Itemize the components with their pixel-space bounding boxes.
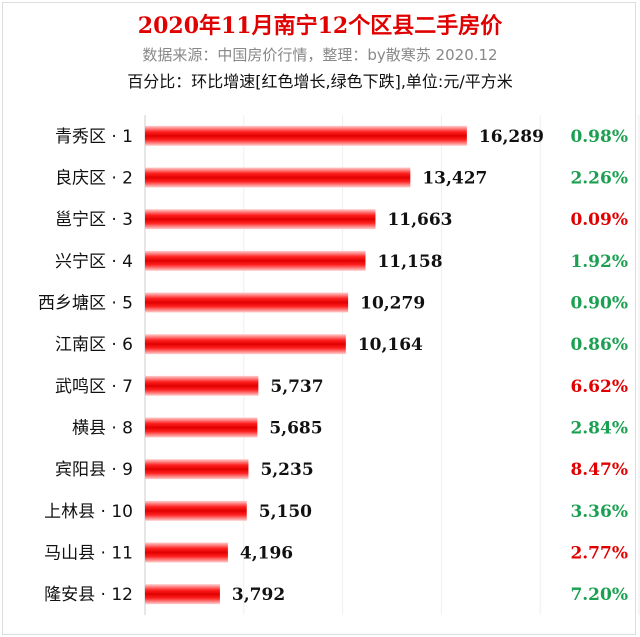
- mom-change-label: 0.90%: [570, 294, 628, 314]
- value-label: 11,158: [377, 252, 442, 272]
- mom-change-label: 0.09%: [570, 210, 628, 230]
- bar: [145, 584, 220, 605]
- category-label: 横县 · 8: [72, 419, 133, 439]
- value-label: 16,289: [479, 127, 544, 147]
- category-label: 上林县 · 10: [44, 502, 133, 522]
- mom-change-label: 7.20%: [570, 585, 628, 605]
- mom-change-label: 0.98%: [570, 127, 628, 147]
- value-label: 10,279: [360, 294, 425, 314]
- value-label: 11,663: [387, 210, 452, 230]
- category-label: 马山县 · 11: [44, 544, 133, 564]
- value-label: 4,196: [240, 544, 293, 564]
- bar: [145, 334, 346, 355]
- bar: [145, 292, 349, 313]
- bar: [145, 250, 366, 271]
- chart-note: 百分比：环比增速[红色增长,绿色下跌],单位:元/平方米: [127, 72, 513, 91]
- bar: [145, 209, 376, 230]
- chart-subtitle: 数据来源：中国房价行情，整理：by散寒苏 2020.12: [142, 46, 498, 64]
- mom-change-label: 3.36%: [570, 502, 628, 522]
- category-label: 邕宁区 · 3: [55, 210, 133, 230]
- mom-change-label: 2.84%: [570, 419, 628, 439]
- category-label: 青秀区 · 1: [55, 127, 133, 147]
- bar: [145, 125, 467, 146]
- value-label: 5,685: [269, 419, 322, 439]
- category-label: 兴宁区 · 4: [55, 252, 133, 272]
- bar: [145, 417, 258, 438]
- chart-title: 2020年11月南宁12个区县二手房价: [137, 13, 503, 39]
- bar: [145, 500, 247, 521]
- category-label: 江南区 · 6: [55, 335, 133, 355]
- bar: [145, 375, 259, 396]
- mom-change-label: 2.77%: [570, 544, 628, 564]
- mom-change-label: 1.92%: [570, 252, 628, 272]
- value-label: 5,150: [259, 502, 312, 522]
- mom-change-label: 0.86%: [570, 335, 628, 355]
- mom-change-label: 8.47%: [570, 460, 628, 480]
- mom-change-label: 2.26%: [570, 169, 628, 189]
- category-label: 武鸣区 · 7: [55, 377, 133, 397]
- category-label: 宾阳县 · 9: [55, 460, 133, 480]
- value-label: 5,737: [270, 377, 323, 397]
- value-label: 5,235: [260, 460, 313, 480]
- value-label: 3,792: [232, 585, 285, 605]
- bar: [145, 542, 228, 563]
- bar: [145, 459, 249, 480]
- category-label: 良庆区 · 2: [55, 169, 133, 189]
- mom-change-label: 6.62%: [570, 377, 628, 397]
- category-label: 西乡塘区 · 5: [38, 294, 133, 314]
- value-label: 13,427: [422, 169, 487, 189]
- bar: [145, 167, 411, 188]
- value-label: 10,164: [358, 335, 423, 355]
- category-label: 隆安县 · 12: [44, 585, 133, 605]
